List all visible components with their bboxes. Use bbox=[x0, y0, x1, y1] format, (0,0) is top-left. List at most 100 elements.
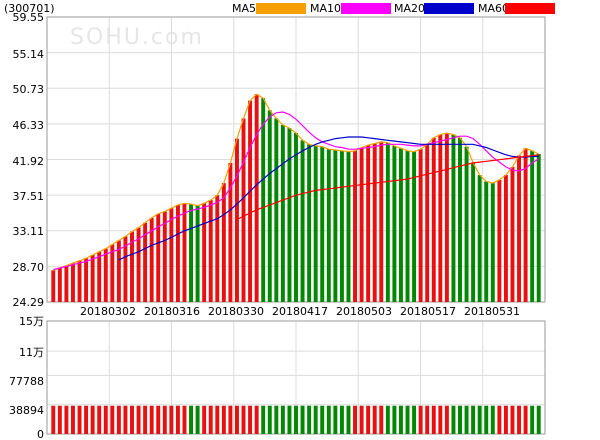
price-bar bbox=[64, 265, 69, 302]
price-bar bbox=[84, 258, 89, 302]
volume-bar bbox=[221, 405, 226, 434]
volume-bar bbox=[307, 405, 312, 434]
price-bar bbox=[97, 251, 102, 302]
price-bar bbox=[536, 154, 541, 302]
price-bar bbox=[136, 227, 141, 302]
price-tick-label: 41.92 bbox=[13, 155, 45, 168]
volume-bar bbox=[353, 405, 358, 434]
volume-bar bbox=[431, 405, 436, 434]
price-bar bbox=[517, 155, 522, 302]
volume-bar bbox=[464, 405, 469, 434]
volume-bar bbox=[425, 405, 430, 434]
price-bar bbox=[484, 181, 489, 302]
price-bar bbox=[431, 137, 436, 302]
price-bar bbox=[70, 263, 75, 302]
date-tick-label: 20180517 bbox=[400, 305, 456, 318]
price-bar bbox=[333, 149, 338, 302]
price-bar bbox=[143, 222, 148, 302]
volume-tick-label: 77788 bbox=[9, 375, 44, 388]
price-bar bbox=[458, 137, 462, 302]
volume-tick-label: 11万 bbox=[19, 346, 44, 359]
volume-bar bbox=[294, 405, 298, 434]
price-tick-label: 59.55 bbox=[13, 11, 45, 24]
price-bar bbox=[366, 145, 371, 302]
price-bar bbox=[464, 146, 469, 302]
price-bars bbox=[51, 94, 541, 303]
volume-bar bbox=[346, 405, 351, 434]
price-bar bbox=[339, 150, 344, 302]
stock-code: (300701) bbox=[4, 2, 55, 15]
price-bar bbox=[523, 148, 528, 302]
ma60-line bbox=[236, 154, 539, 221]
volume-bar bbox=[444, 405, 449, 434]
price-bar bbox=[313, 145, 318, 302]
volume-bar bbox=[116, 405, 121, 434]
price-bar bbox=[228, 162, 233, 302]
volume-bar bbox=[228, 405, 233, 434]
price-bar bbox=[149, 217, 154, 302]
volume-bar bbox=[313, 405, 318, 434]
price-axis-labels: 59.55 55.14 50.73 46.33 41.92 37.51 33.1… bbox=[13, 11, 45, 309]
volume-bar bbox=[202, 405, 207, 434]
price-bar bbox=[392, 145, 397, 302]
price-bar bbox=[116, 240, 121, 302]
volume-bar bbox=[300, 405, 305, 434]
volume-bar bbox=[215, 405, 220, 434]
volume-bar bbox=[182, 405, 187, 434]
volume-bar bbox=[123, 405, 128, 434]
price-bar bbox=[307, 144, 312, 302]
price-bar bbox=[320, 146, 325, 302]
price-bar bbox=[182, 203, 187, 302]
legend-ma5-swatch bbox=[256, 3, 306, 14]
volume-bar bbox=[97, 405, 102, 434]
price-bar bbox=[248, 100, 253, 302]
price-bar bbox=[208, 200, 213, 302]
volume-bar bbox=[136, 405, 141, 434]
price-bar bbox=[202, 203, 207, 302]
volume-bar bbox=[320, 405, 325, 434]
price-bar bbox=[156, 213, 161, 302]
volume-bar bbox=[458, 405, 462, 434]
price-tick-label: 50.73 bbox=[13, 83, 45, 96]
price-tick-label: 46.33 bbox=[13, 119, 45, 132]
price-bar bbox=[169, 208, 174, 302]
legend-ma10-label: MA10 bbox=[310, 2, 341, 15]
volume-bar bbox=[372, 405, 377, 434]
price-bar bbox=[103, 248, 108, 302]
date-tick-label: 20180503 bbox=[336, 305, 392, 318]
volume-bar bbox=[536, 405, 541, 434]
volume-bar bbox=[130, 405, 134, 434]
price-bar bbox=[234, 138, 239, 302]
volume-bar bbox=[510, 405, 515, 434]
volume-bar bbox=[149, 405, 154, 434]
volume-bar bbox=[405, 405, 410, 434]
volume-bar bbox=[477, 405, 482, 434]
volume-bar bbox=[385, 405, 390, 434]
volume-bar bbox=[162, 405, 167, 434]
volume-bar bbox=[156, 405, 161, 434]
volume-bar bbox=[70, 405, 75, 434]
volume-bar bbox=[64, 405, 69, 434]
price-tick-label: 24.29 bbox=[13, 296, 45, 309]
price-bar bbox=[497, 179, 502, 302]
price-bar bbox=[398, 148, 403, 302]
volume-bar bbox=[274, 405, 279, 434]
volume-bar bbox=[333, 405, 338, 434]
price-bar bbox=[110, 244, 115, 302]
price-bar bbox=[77, 260, 82, 302]
volume-bar bbox=[57, 405, 62, 434]
price-bar bbox=[490, 183, 495, 302]
price-bar bbox=[379, 141, 384, 302]
price-tick-label: 33.11 bbox=[13, 225, 45, 238]
price-bar bbox=[372, 143, 377, 302]
volume-bar bbox=[412, 405, 417, 434]
ma10-line bbox=[53, 111, 540, 271]
legend-ma20-swatch bbox=[424, 3, 474, 14]
volume-bar bbox=[339, 405, 344, 434]
volume-bar bbox=[248, 405, 253, 434]
volume-tick-label: 15万 bbox=[19, 315, 44, 328]
volume-bar bbox=[175, 405, 180, 434]
date-tick-label: 20180302 bbox=[80, 305, 136, 318]
